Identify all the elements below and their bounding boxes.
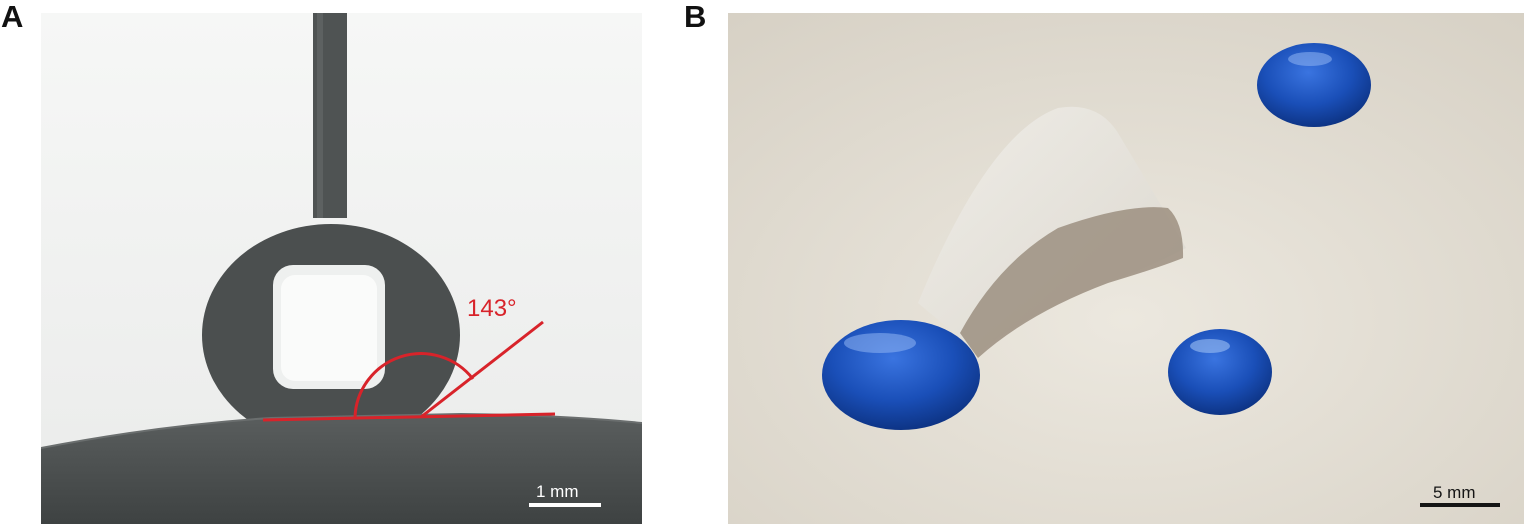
particle-layer [960,207,1184,358]
medium-droplet [1168,329,1272,415]
panel-label-a: A [1,0,24,34]
scale-label-b: 5 mm [1433,483,1476,502]
contact-angle-label: 143° [467,295,517,322]
scale-label-a: 1 mm [536,482,579,501]
substrate [41,414,642,524]
contact-angle-image: 143° 1 mm [41,13,642,524]
far-droplet [1257,43,1371,127]
scale-bar-a [529,503,601,507]
panel-label-b: B [684,0,707,34]
transparent-film [918,106,1186,353]
baseline-line [262,412,556,422]
tangent-line [420,320,544,419]
scale-bar-b [1420,503,1500,507]
angle-arc [353,352,475,418]
droplet-photo: 5 mm [728,13,1524,524]
contact-angle-photo [41,13,642,524]
droplet-photo-canvas [728,13,1524,524]
